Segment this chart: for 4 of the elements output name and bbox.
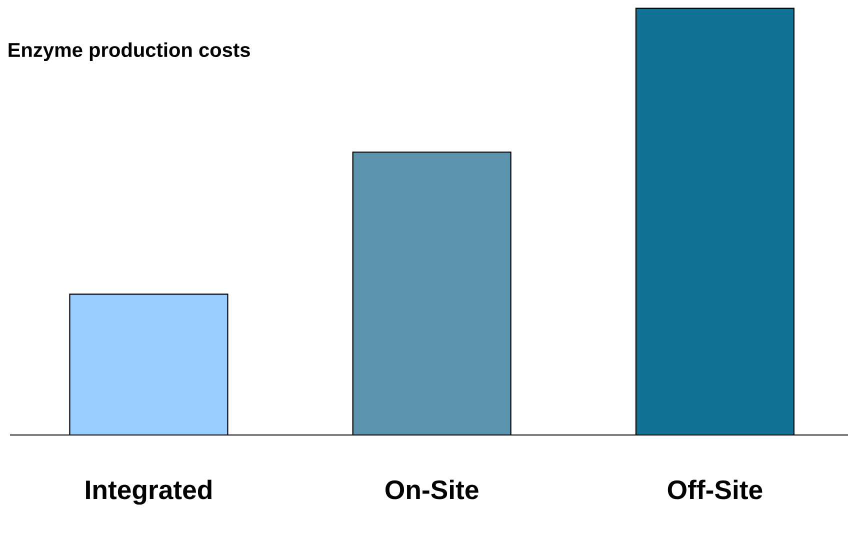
- x-tick-label: Off-Site: [668, 480, 762, 500]
- x-tick-label: On-Site: [386, 480, 478, 500]
- text: Enzyme production costs: [8, 42, 250, 61]
- x-tick-label: Integrated: [86, 480, 212, 505]
